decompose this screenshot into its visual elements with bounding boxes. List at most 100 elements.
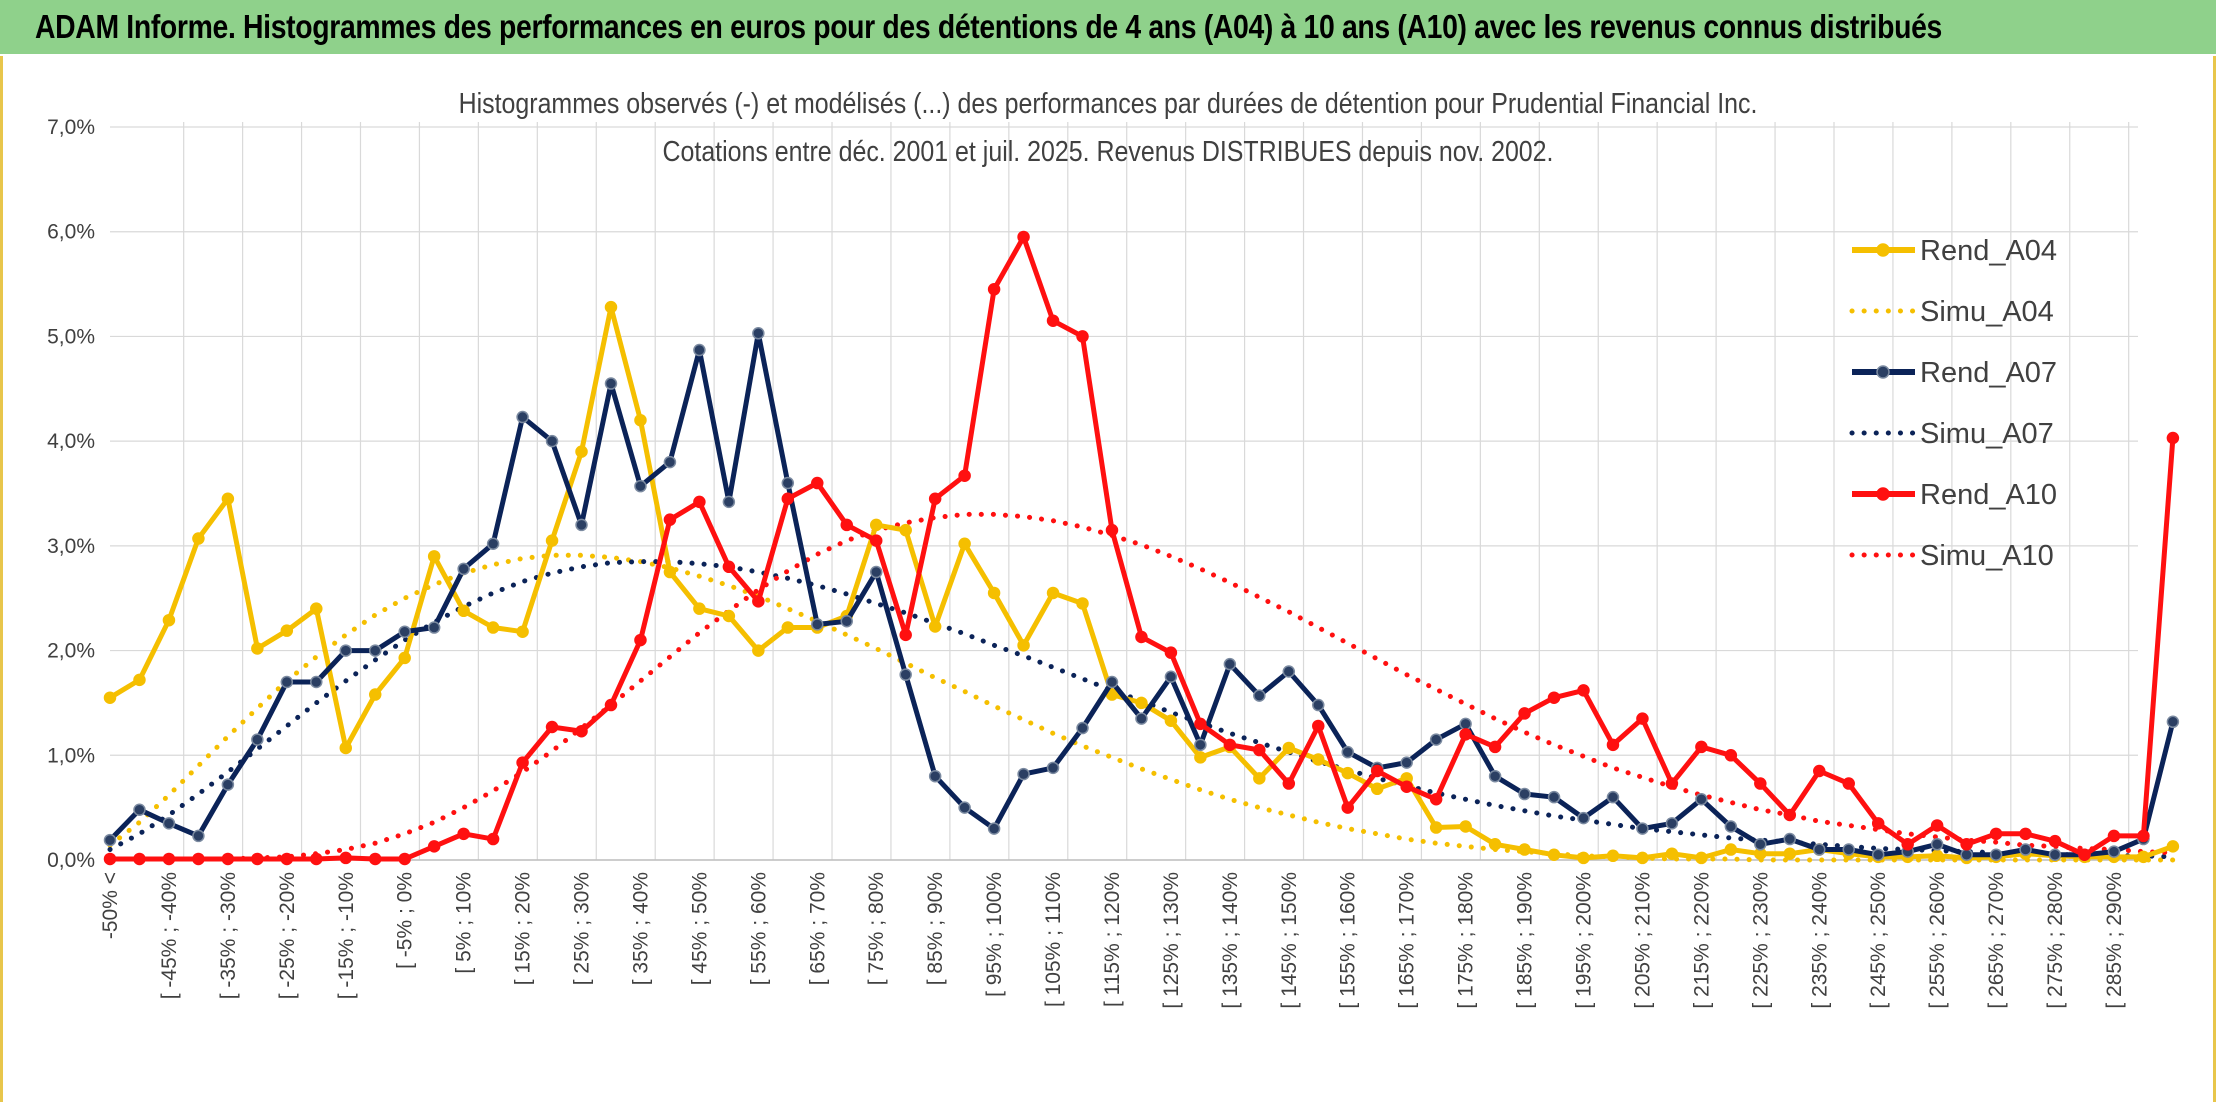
x-tick-label: [ 135% ; 140% xyxy=(1219,872,1242,1009)
x-tick-label: [ 165% ; 170% xyxy=(1396,872,1419,1009)
data-point-rend-a07 xyxy=(1105,675,1119,689)
data-point-rend-a10 xyxy=(1400,780,1413,793)
data-point-rend-a10 xyxy=(486,832,500,846)
data-point-rend-a10 xyxy=(2107,829,2121,843)
data-point-rend-a07 xyxy=(398,625,411,638)
x-tick-label: [ -5% ; 0% xyxy=(394,872,417,969)
series-line-simu-a10 xyxy=(107,511,2176,862)
data-point-rend-a04 xyxy=(192,532,205,545)
data-point-rend-a10 xyxy=(1724,749,1738,762)
data-point-rend-a04 xyxy=(1577,851,1590,865)
x-tick-label: [ 95% ; 100% xyxy=(983,872,1006,997)
data-point-rend-a10 xyxy=(1960,838,1973,851)
data-point-rend-a04 xyxy=(1783,847,1797,860)
data-point-rend-a04 xyxy=(1429,821,1443,834)
legend: Rend_A04 Simu_A04 Rend_A07 Simu_A07 Rend_A10… xyxy=(1849,235,2057,572)
data-point-rend-a04 xyxy=(368,688,382,701)
data-point-rend-a07 xyxy=(2166,715,2180,729)
x-tick-label: [ -45% ; -40% xyxy=(158,872,181,999)
data-point-rend-a10 xyxy=(899,628,912,642)
data-point-rend-a04 xyxy=(1930,849,1944,863)
data-point-rend-a04 xyxy=(162,613,176,627)
data-point-rend-a10 xyxy=(1312,719,1325,733)
data-point-rend-a04 xyxy=(899,523,912,537)
data-point-rend-a10 xyxy=(398,852,411,866)
data-point-rend-a10 xyxy=(781,492,795,505)
data-point-rend-a10 xyxy=(1842,777,1855,790)
data-point-rend-a10 xyxy=(575,724,588,738)
data-point-rend-a04 xyxy=(1724,843,1738,856)
data-point-rend-a10 xyxy=(722,560,736,574)
data-point-rend-a07 xyxy=(1871,848,1885,862)
x-tick-label: [ -25% ; -20% xyxy=(276,872,299,999)
data-point-rend-a07 xyxy=(192,829,205,843)
data-point-rend-a04 xyxy=(752,644,765,657)
x-tick-label: [ 75% ; 80% xyxy=(865,872,888,985)
data-point-rend-a07 xyxy=(280,675,294,689)
x-tick-label: [ 285% ; 290% xyxy=(2103,872,2126,1009)
data-point-rend-a10 xyxy=(162,852,176,866)
data-point-rend-a07 xyxy=(722,495,736,509)
y-tick-label: 5,0% xyxy=(47,325,95,348)
data-point-rend-a10 xyxy=(1871,817,1885,830)
y-tick-label: 7,0% xyxy=(47,116,95,139)
data-point-rend-a04 xyxy=(251,642,264,655)
data-point-rend-a10 xyxy=(133,852,146,866)
data-point-rend-a04 xyxy=(1135,696,1148,710)
data-point-rend-a10 xyxy=(693,495,706,509)
chart-subtitle: Cotations entre déc. 2001 et juil. 2025.… xyxy=(662,136,1554,168)
data-point-rend-a04 xyxy=(1164,714,1178,727)
data-point-rend-a10 xyxy=(1783,808,1797,822)
x-tick-label: [ 275% ; 280% xyxy=(2044,872,2067,1009)
data-point-rend-a10 xyxy=(1046,314,1060,327)
data-point-rend-a04 xyxy=(103,691,117,704)
data-point-rend-a10 xyxy=(1370,764,1384,778)
data-point-rend-a04 xyxy=(634,413,647,427)
data-point-rend-a07 xyxy=(987,822,1001,835)
x-tick-label: [ 55% ; 60% xyxy=(747,872,770,985)
data-point-rend-a04 xyxy=(1488,838,1502,851)
data-point-rend-a07 xyxy=(1783,832,1797,846)
data-point-rend-a07 xyxy=(575,518,588,532)
data-point-rend-a04 xyxy=(1606,849,1620,863)
data-point-rend-a10 xyxy=(1518,707,1531,720)
data-point-rend-a04 xyxy=(663,565,677,579)
data-point-rend-a10 xyxy=(1341,801,1354,814)
legend-label-rend-a07: Rend_A07 xyxy=(1920,357,2057,389)
data-point-rend-a07 xyxy=(162,817,176,830)
data-point-rend-a07 xyxy=(1046,761,1060,775)
data-point-rend-a07 xyxy=(928,769,942,783)
data-point-rend-a04 xyxy=(869,518,883,532)
y-tick-label: 0,0% xyxy=(47,849,95,872)
data-point-rend-a07 xyxy=(1754,838,1767,851)
data-point-rend-a04 xyxy=(781,621,795,634)
data-point-rend-a07 xyxy=(1665,817,1679,830)
data-point-rend-a10 xyxy=(604,698,618,712)
data-point-rend-a07 xyxy=(251,733,264,746)
data-point-rend-a07 xyxy=(516,410,529,424)
data-point-rend-a04 xyxy=(1695,851,1708,865)
data-point-rend-a10 xyxy=(1901,838,1914,851)
data-point-rend-a10 xyxy=(2048,834,2062,848)
x-tick-label: [ 195% ; 200% xyxy=(1573,872,1596,1009)
data-point-rend-a10 xyxy=(1429,793,1443,806)
x-tick-label: [ -35% ; -30% xyxy=(217,872,240,999)
data-point-rend-a04 xyxy=(958,537,971,551)
data-point-rend-a07 xyxy=(899,668,912,681)
gridlines xyxy=(110,122,2138,861)
data-point-rend-a10 xyxy=(339,851,353,865)
data-point-rend-a07 xyxy=(958,801,971,814)
data-point-rend-a07 xyxy=(1282,665,1296,678)
data-point-rend-a07 xyxy=(2048,848,2062,862)
y-tick-label: 6,0% xyxy=(47,221,95,244)
data-point-rend-a10 xyxy=(1636,712,1649,725)
data-point-rend-a10 xyxy=(663,513,677,526)
data-point-rend-a10 xyxy=(1076,330,1089,343)
x-tick-label: [ 125% ; 130% xyxy=(1160,872,1183,1009)
data-point-rend-a10 xyxy=(280,852,294,866)
data-point-rend-a10 xyxy=(987,283,1001,296)
legend-marker-rend-a07 xyxy=(1876,365,1890,379)
data-point-rend-a07 xyxy=(1547,790,1561,804)
y-tick-label: 4,0% xyxy=(47,430,95,453)
data-point-rend-a10 xyxy=(1194,717,1207,731)
